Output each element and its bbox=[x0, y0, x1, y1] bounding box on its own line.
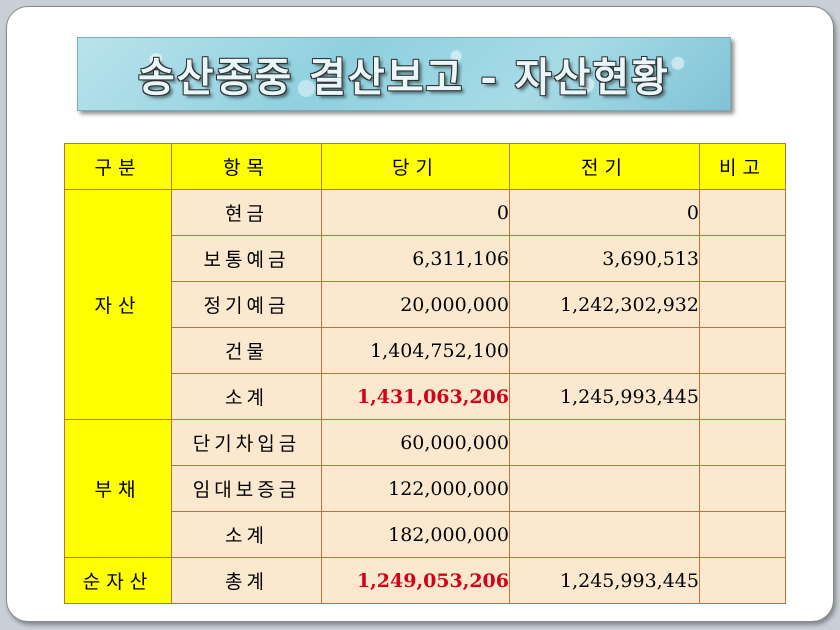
previous-value bbox=[509, 511, 700, 558]
item-label: 정기예금 bbox=[171, 281, 322, 328]
table-row: 부채 단기차입금 60,000,000 bbox=[64, 419, 786, 558]
header-note: 비고 bbox=[699, 143, 786, 190]
header-item: 항목 bbox=[171, 143, 322, 190]
category-assets: 자산 bbox=[64, 189, 172, 420]
category-liabilities: 부채 bbox=[64, 419, 172, 558]
header-previous-period: 전기 bbox=[509, 143, 700, 190]
item-label: 건물 bbox=[171, 327, 322, 374]
item-label: 총계 bbox=[171, 557, 322, 604]
table-row: 보통예금 6,311,106 3,690,513 bbox=[65, 235, 786, 282]
item-label: 보통예금 bbox=[171, 235, 322, 282]
title-banner: 송산종중 결산보고 - 자산현황 bbox=[77, 37, 731, 111]
item-label: 현금 bbox=[171, 189, 322, 236]
current-value: 6,311,106 bbox=[321, 235, 510, 282]
current-value-highlight: 1,431,063,206 bbox=[321, 373, 510, 420]
previous-value bbox=[509, 327, 700, 374]
header-current-period: 당기 bbox=[321, 143, 510, 190]
current-value: 0 bbox=[321, 189, 510, 236]
table-row: 건물 1,404,752,100 bbox=[65, 327, 786, 374]
current-value-highlight: 1,249,053,206 bbox=[321, 557, 510, 604]
note-cell bbox=[699, 465, 786, 512]
table-row-subtotal: 소계 1,431,063,206 1,245,993,445 bbox=[65, 373, 786, 420]
table-row-total: 순자산 총계 1,249,053,206 1,245,993,445 bbox=[64, 557, 786, 604]
previous-value bbox=[509, 419, 700, 466]
previous-value bbox=[509, 465, 700, 512]
page-title: 송산종중 결산보고 - 자산현황 bbox=[138, 54, 670, 101]
previous-value: 1,245,993,445 bbox=[509, 373, 700, 420]
table-row: 정기예금 20,000,000 1,242,302,932 bbox=[65, 281, 786, 328]
current-value: 20,000,000 bbox=[321, 281, 510, 328]
current-value: 60,000,000 bbox=[321, 419, 510, 466]
note-cell bbox=[699, 327, 786, 374]
previous-value: 1,242,302,932 bbox=[509, 281, 700, 328]
previous-value: 3,690,513 bbox=[509, 235, 700, 282]
current-value: 1,404,752,100 bbox=[321, 327, 510, 374]
table-row: 자산 현금 0 0 bbox=[64, 189, 786, 420]
note-cell bbox=[699, 373, 786, 420]
note-cell bbox=[699, 557, 786, 604]
slide: 송산종중 결산보고 - 자산현황 구분 항목 당기 전기 비고 자산 현금 0 … bbox=[6, 6, 834, 622]
previous-value: 1,245,993,445 bbox=[509, 557, 700, 604]
note-cell bbox=[699, 235, 786, 282]
note-cell bbox=[699, 419, 786, 466]
category-net-assets: 순자산 bbox=[64, 557, 172, 604]
item-label: 임대보증금 bbox=[171, 465, 322, 512]
item-label: 소계 bbox=[171, 511, 322, 558]
note-cell bbox=[699, 281, 786, 328]
header-category: 구분 bbox=[64, 143, 172, 190]
table-row-subtotal: 소계 182,000,000 bbox=[65, 511, 786, 558]
note-cell bbox=[699, 511, 786, 558]
asset-status-table: 구분 항목 당기 전기 비고 자산 현금 0 0 보통예금 6,311,106 … bbox=[64, 143, 786, 604]
item-label: 단기차입금 bbox=[171, 419, 322, 466]
current-value: 182,000,000 bbox=[321, 511, 510, 558]
current-value: 122,000,000 bbox=[321, 465, 510, 512]
table-row: 임대보증금 122,000,000 bbox=[65, 465, 786, 512]
note-cell bbox=[699, 189, 786, 236]
item-label: 소계 bbox=[171, 373, 322, 420]
previous-value: 0 bbox=[509, 189, 700, 236]
header-row: 구분 항목 당기 전기 비고 bbox=[64, 143, 786, 190]
